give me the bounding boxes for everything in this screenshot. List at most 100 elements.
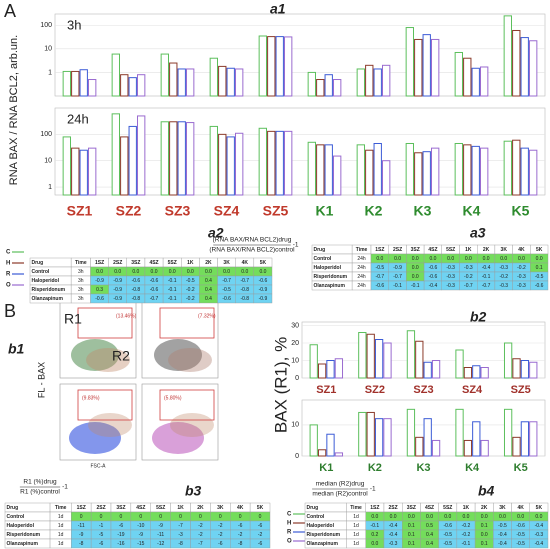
table-value: 0 (259, 514, 262, 520)
bar (235, 68, 244, 97)
table-header: 2K (483, 247, 490, 253)
bar (275, 36, 284, 97)
table-value: 0.0 (499, 514, 506, 520)
table-value: -8 (79, 541, 84, 547)
gate-percent: (9.83%) (82, 395, 100, 401)
table-value: 0.5 (426, 523, 433, 529)
table-value: -0.6 (429, 274, 438, 280)
bar (71, 147, 80, 196)
table-value: 0 (159, 514, 162, 520)
table-value: -0.6 (222, 296, 231, 302)
y-tick-label: 30 (291, 322, 299, 329)
bar (463, 57, 472, 97)
category-label: SZ3 (165, 203, 191, 219)
table-value: 0.1 (481, 541, 488, 547)
bar (88, 147, 97, 196)
table-header: 5K (260, 260, 267, 266)
table-value: Risperidonum (307, 532, 341, 538)
table-value: -9 (139, 532, 144, 538)
bar (177, 68, 186, 97)
table-header: 2SZ (96, 505, 105, 511)
chart-title: 3h (67, 17, 81, 32)
gate (159, 307, 215, 339)
bar (309, 344, 318, 379)
table-header: 1K (465, 247, 472, 253)
legend-label: O (287, 539, 292, 545)
table-value: 0 (80, 514, 83, 520)
table-header: 3K (501, 247, 508, 253)
table-value: -2 (218, 523, 223, 529)
panel-label: b3 (185, 483, 202, 499)
flow-y-label: FL - BAX (36, 362, 46, 398)
table-header: 4SZ (136, 505, 145, 511)
table-value: Control (32, 269, 50, 275)
table-value: -0.4 (535, 523, 544, 529)
bar (226, 136, 235, 196)
table-value: 0.3 (96, 287, 103, 293)
table-value: -1 (99, 523, 104, 529)
table-header: 5SZ (156, 505, 165, 511)
gate (77, 307, 133, 339)
bar (275, 130, 284, 196)
table-value: -0.9 (113, 296, 122, 302)
table-value: 0.1 (536, 265, 543, 271)
table-value: -0.5 (443, 532, 452, 538)
table-value: -0.9 (259, 296, 268, 302)
panel-label: B (4, 301, 16, 321)
bar (169, 62, 178, 97)
bar (316, 144, 325, 196)
table-value: 0.0 (169, 269, 176, 275)
cell-cloud (168, 348, 212, 372)
flow-x-label: FSC-A (91, 463, 107, 469)
y-axis-label: RNA BAX / RNA BCL2, arb.un. (8, 35, 20, 185)
table-value: -2 (258, 532, 263, 538)
table-value: 1d (58, 541, 64, 547)
bar (480, 66, 489, 97)
category-label: SZ1 (316, 384, 336, 396)
table-value: 0.2 (371, 532, 378, 538)
bar (405, 142, 414, 196)
bar (463, 439, 473, 457)
table-value: Control (314, 256, 332, 262)
formula-numerator: (RNA BAX/RNA BCL2)drug (213, 237, 292, 244)
table-value: -0.3 (517, 274, 526, 280)
table-header: Time (75, 260, 87, 266)
table-header: 1SZ (375, 247, 384, 253)
table-value: -0.5 (535, 274, 544, 280)
table-value: -0.8 (240, 296, 249, 302)
bar (480, 439, 489, 457)
table-value: -0.7 (150, 296, 159, 302)
table-value: 1d (353, 514, 359, 520)
category-label: K3 (416, 462, 430, 474)
category-label: K2 (365, 203, 383, 219)
category-label: SZ4 (462, 384, 483, 396)
table-value: -0.8 (132, 287, 141, 293)
table-value: 0.0 (536, 256, 543, 262)
bar (503, 140, 512, 196)
table-value: -0.1 (371, 523, 380, 529)
gate (77, 389, 133, 421)
table-header: 4K (242, 260, 249, 266)
table-value: -0.9 (113, 287, 122, 293)
table-value: 0.0 (500, 256, 507, 262)
bar (463, 144, 472, 196)
bar (455, 349, 464, 379)
table-cell (530, 280, 549, 291)
bar (356, 68, 365, 97)
table-header: 1SZ (77, 505, 86, 511)
category-label: SZ5 (511, 384, 531, 396)
gate-percent: (7.32%) (198, 313, 216, 319)
table-value: Olanzapinum (307, 541, 339, 547)
table-header: 1SZ (370, 505, 379, 511)
table-value: 0 (239, 514, 242, 520)
table-value: 0.0 (394, 256, 401, 262)
table-value: 24h (357, 274, 366, 280)
table-header: Drug (307, 505, 319, 511)
table-value: Haloperidol (307, 523, 335, 529)
table-value: -6 (238, 523, 243, 529)
bar (324, 144, 333, 196)
bar (267, 36, 276, 97)
table-value: -10 (137, 523, 144, 529)
table-value: -0.4 (535, 541, 544, 547)
